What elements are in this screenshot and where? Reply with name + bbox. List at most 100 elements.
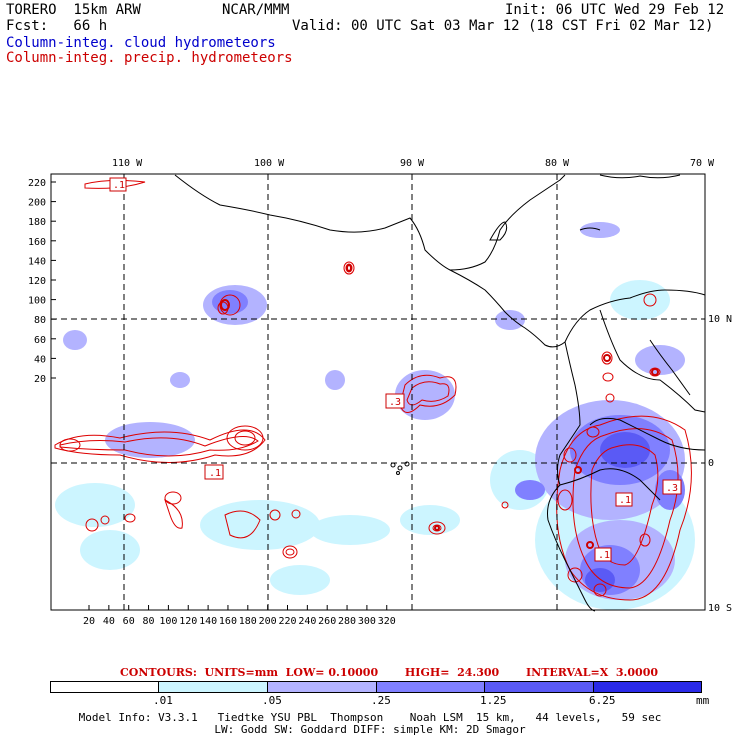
precip-contour [54,429,266,463]
cloud-patch [515,480,545,500]
x-tick-label: 80 [143,616,155,627]
galapagos-island [390,462,396,468]
colombia-border [599,309,706,413]
precip-contour [639,533,651,547]
cloud-patch [105,422,195,458]
lon-label-80w: 80 W [545,158,570,169]
svg-text:.3: .3 [389,397,401,408]
cloud-patch [270,565,330,595]
precip-contour [586,426,600,438]
precip-contour [59,436,259,457]
precip-contour [220,299,230,311]
color-bar-label: .01 [153,694,173,707]
x-tick-label: 140 [199,616,217,627]
field-cloud-label: Column-integ. cloud hydrometeors [6,35,276,51]
color-bar-segment [266,682,376,692]
y-tick-label: 100 [28,296,46,307]
model-info-line1: Model Info: V3.3.1 Tiedtke YSU PBL Thomp… [78,711,662,724]
y-tick-label: 200 [28,198,46,209]
y-tick-label: 180 [28,217,46,228]
color-bar-segment [484,682,594,692]
precip-contour [593,583,607,597]
cloud-patch [200,500,320,550]
precip-contour [651,368,659,376]
precip-contour [603,354,611,362]
lon-label-110w: 110 W [112,158,143,169]
galapagos-island [397,465,403,471]
cloud-patch [80,530,140,570]
color-bar [50,681,702,693]
precip-contour [346,264,352,272]
contour-label-box: .1 [109,177,127,192]
precip-contour [84,179,146,189]
precip-contour [399,374,457,413]
lat-label-10s: 10 S [708,603,732,614]
precip-contour [643,293,657,307]
precip-contour [572,428,679,589]
precip-contour [601,351,613,365]
svg-text:.1: .1 [619,495,631,506]
cloud-patch [63,330,87,350]
x-tick-label: 240 [298,616,316,627]
color-bar-segment [51,682,158,692]
organization-label: NCAR/MMM [222,2,290,18]
precip-contour [406,381,450,406]
y-axis-ticks: 220 200 180 160 140 120 100 80 60 40 20 [28,178,56,385]
svg-text:.1: .1 [113,180,125,191]
precip-contour [343,261,355,275]
svg-text:.3: .3 [666,483,678,494]
map-frame [50,173,706,611]
contour-value-labels: .1 .3 .1 .1 .3 .1 [109,177,682,562]
y-tick-label: 220 [28,178,46,189]
cloud-patch [495,310,525,330]
contour-label-box: .1 [594,547,612,562]
precip-contour [590,444,659,566]
precip-contour [434,525,440,531]
precip-contour [501,501,509,509]
peru-border [559,468,661,501]
contour-label-box: .3 [662,479,682,495]
precip-contour [85,518,99,532]
y-tick-label: 20 [34,374,46,385]
forecast-hour: Fcst: 66 h [6,18,108,34]
cloud-patch [212,290,248,314]
precip-contour [574,466,582,474]
init-time: Init: 06 UTC Wed 29 Feb 12 [505,2,725,18]
x-tick-label: 20 [83,616,95,627]
color-bar-label: .05 [262,694,282,707]
y-tick-label: 80 [34,315,46,326]
cloud-patch [170,372,190,388]
coastlines [174,174,706,612]
model-info-line2: LW: Godd SW: Goddard DIFF: simple KM: 2D… [214,723,526,736]
y-tick-label: 40 [34,354,46,365]
color-bar-segment [593,682,701,692]
precip-contour [224,510,261,539]
x-tick-label: 300 [358,616,376,627]
color-bar-segment [157,682,267,692]
precip-contour [291,509,301,519]
precip-contour [557,489,573,511]
lat-label-10n: 10 N [708,314,732,325]
caribbean-island [579,227,601,231]
color-bar-unit: mm [696,694,710,707]
ecuador-peru-border [589,417,706,451]
x-tick-label: 120 [179,616,197,627]
precip-contour [226,425,264,451]
cloud-patch [635,345,685,375]
cloud-patch [55,483,135,527]
x-tick-label: 100 [159,616,177,627]
precip-contour [602,372,614,382]
field-precip-label: Column-integ. precip. hydrometeors [6,50,293,66]
galapagos-island [396,471,400,475]
x-tick-label: 320 [378,616,396,627]
precip-contour [59,438,81,452]
x-tick-label: 200 [259,616,277,627]
contour-info: CONTOURS: UNITS=mm LOW= 0.10000 HIGH= 24… [120,666,658,679]
precip-contour [164,499,183,529]
precip-contour [269,509,281,521]
heavy-precip-contours [220,264,659,549]
mexico-coast [174,174,566,271]
cloud-patch [395,370,455,420]
caribbean-island [599,174,681,179]
lat-label-0: 0 [708,458,714,469]
